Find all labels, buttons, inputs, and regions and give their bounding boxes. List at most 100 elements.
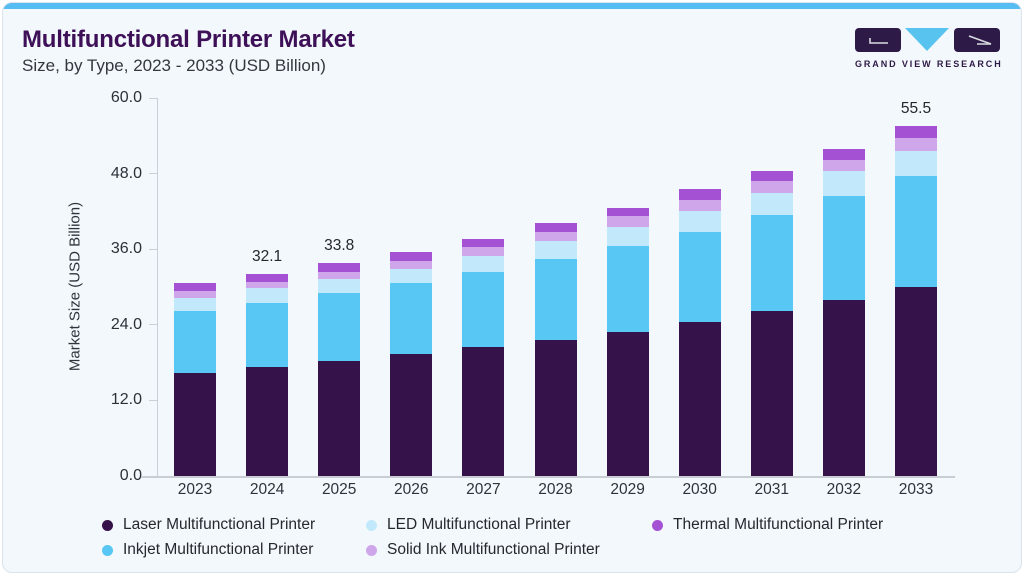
stacked-bar-2028 xyxy=(534,223,577,476)
x-axis-label-2027: 2027 xyxy=(466,481,501,498)
bar-segment-2028-led xyxy=(534,241,577,260)
bar-segment-2030-led xyxy=(678,210,721,232)
legend-item-laser: Laser Multifunctional Printer xyxy=(102,516,315,534)
bar-segment-2033-led xyxy=(895,150,937,176)
stacked-bar-2027 xyxy=(462,238,505,476)
bar-segment-2025-solid xyxy=(318,271,361,279)
x-axis-label-2025: 2025 xyxy=(321,481,357,498)
bar-segment-2026-laser xyxy=(390,354,433,476)
bar-segment-2025-laser xyxy=(318,360,361,476)
grand-view-research-logo: GRAND VIEW RESEARCH xyxy=(855,28,1001,69)
bar-segment-2027-thermal xyxy=(462,238,505,248)
bar-segment-2030-solid xyxy=(678,200,721,211)
legend-label: Solid Ink Multifunctional Printer xyxy=(387,541,600,558)
bar-segment-2028-inkjet xyxy=(534,259,577,340)
bar-segment-2025-inkjet xyxy=(318,293,361,361)
x-axis-label-2023: 2023 xyxy=(177,481,213,498)
bar-segment-2032-led xyxy=(822,171,865,196)
bar-segment-2024-thermal xyxy=(246,273,289,282)
x-axis-label-2029: 2029 xyxy=(610,481,645,498)
bar-value-label-2025: 33.8 xyxy=(324,237,355,255)
bar-segment-2024-led xyxy=(246,288,289,303)
legend-dot-icon xyxy=(102,519,113,531)
legend-label: Laser Multifunctional Printer xyxy=(123,516,316,533)
bar-segment-2026-solid xyxy=(390,261,433,269)
y-axis-tick-label: 12.0 xyxy=(110,391,142,409)
bar-segment-2028-laser xyxy=(534,339,577,476)
bar-segment-2026-led xyxy=(390,268,433,284)
bar-segment-2025-thermal xyxy=(318,263,361,272)
x-axis-line xyxy=(141,476,955,478)
bar-segment-2030-laser xyxy=(678,321,721,476)
x-axis-label-2024: 2024 xyxy=(249,481,285,498)
bar-segment-2027-solid xyxy=(462,247,505,256)
bar-segment-2029-laser xyxy=(606,331,649,476)
bar-segment-2028-thermal xyxy=(534,223,577,233)
bar-segment-2033-laser xyxy=(895,287,937,476)
logo-g-block-icon xyxy=(855,28,901,52)
bar-segment-2023-solid xyxy=(174,290,216,298)
legend-item-solid: Solid Ink Multifunctional Printer xyxy=(366,541,600,559)
legend-dot-icon xyxy=(366,519,377,531)
legend-label: Inkjet Multifunctional Printer xyxy=(123,541,314,558)
bar-segment-2031-inkjet xyxy=(750,215,793,311)
plot-area: 0.0 12.0 24.0 36.0 48.0 60.0 2023 2024 32.1 2025 3… xyxy=(111,89,955,498)
bar-segment-2024-solid xyxy=(246,281,289,289)
legend-dot-icon xyxy=(652,519,663,531)
legend-dot-icon xyxy=(366,544,377,556)
bar-segment-2032-solid xyxy=(822,159,865,172)
legend-item-led: LED Multifunctional Printer xyxy=(366,516,571,534)
stacked-bar-2029 xyxy=(606,207,649,476)
stacked-bar-2024 xyxy=(246,273,289,476)
bar-value-label-2033: 55.5 xyxy=(900,100,932,118)
bar-segment-2027-led xyxy=(462,255,505,272)
bar-segment-2025-led xyxy=(318,278,361,294)
x-axis-label-2031: 2031 xyxy=(754,481,790,498)
bar-segment-2032-inkjet xyxy=(822,195,865,301)
bar-segment-2028-solid xyxy=(534,232,577,242)
bar-segment-2031-thermal xyxy=(750,171,793,182)
x-axis-label-2030: 2030 xyxy=(682,481,717,498)
y-axis-tick-label: 0.0 xyxy=(119,467,142,484)
stacked-bar-2033 xyxy=(895,126,937,476)
page-title: Multifunctional Printer Market xyxy=(22,26,355,53)
y-axis-tick xyxy=(149,399,157,401)
bar-segment-2033-solid xyxy=(895,137,937,151)
bar-value-label-2024: 32.1 xyxy=(252,247,283,265)
logo-triangle-icon xyxy=(905,28,949,51)
y-axis-tick xyxy=(149,324,157,326)
bar-segment-2029-inkjet xyxy=(606,246,649,332)
y-axis-tick-label: 60.0 xyxy=(110,89,142,106)
y-axis-tick-label: 24.0 xyxy=(110,315,142,333)
bar-segment-2024-inkjet xyxy=(246,302,289,368)
bar-segment-2031-led xyxy=(750,192,793,216)
card-top-accent-bar xyxy=(3,3,1021,9)
x-axis-label-2032: 2032 xyxy=(826,481,862,498)
legend-label: Thermal Multifunctional Printer xyxy=(673,516,884,533)
legend-item-inkjet: Inkjet Multifunctional Printer xyxy=(102,541,313,559)
stacked-bar-2030 xyxy=(678,189,721,476)
y-axis-tick-label: 36.0 xyxy=(110,240,142,258)
stacked-bar-2031 xyxy=(750,171,793,476)
legend-label: LED Multifunctional Printer xyxy=(387,516,571,533)
bar-segment-2024-laser xyxy=(246,367,289,476)
logo-r-block-icon xyxy=(954,28,1000,52)
bar-segment-2031-laser xyxy=(750,310,793,476)
y-axis-tick xyxy=(149,248,157,250)
bar-segment-2032-thermal xyxy=(822,149,865,160)
bar-segment-2023-thermal xyxy=(174,282,216,291)
bar-segment-2031-solid xyxy=(750,181,793,193)
stacked-bar-2025 xyxy=(318,263,361,476)
bar-segment-2023-inkjet xyxy=(174,310,216,373)
bar-segment-2027-laser xyxy=(462,346,505,476)
y-axis-tick xyxy=(149,173,157,175)
bar-segment-2033-inkjet xyxy=(895,175,937,287)
bar-segment-2027-inkjet xyxy=(462,271,505,347)
y-axis-tick xyxy=(149,97,157,99)
y-axis-tick-label: 48.0 xyxy=(110,164,142,182)
bar-segment-2026-thermal xyxy=(390,251,433,262)
bar-segment-2026-inkjet xyxy=(390,283,433,355)
bar-segment-2033-thermal xyxy=(895,126,937,138)
